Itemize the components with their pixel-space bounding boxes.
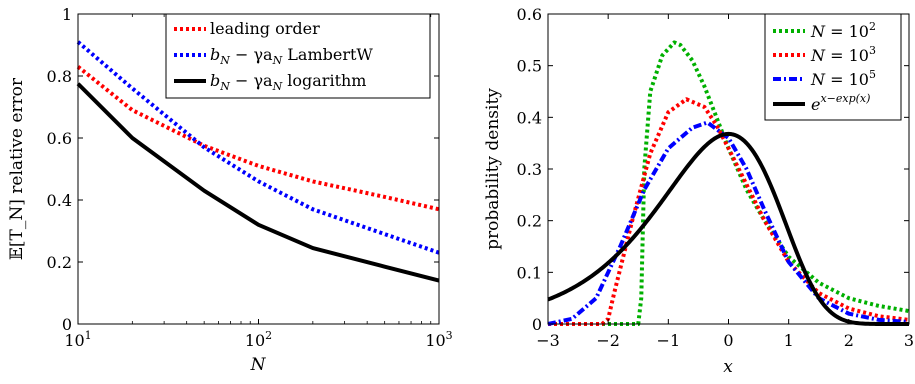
right-legend-label-n100000: N = 105 [810, 68, 876, 89]
right-x-tick-label: 2 [844, 331, 854, 350]
left-legend-label-leading-order: leading order [210, 19, 320, 38]
right-x-axis-label: x [723, 357, 733, 377]
right-x-tick-label: −3 [536, 331, 560, 350]
right-legend-label-n1000: N = 103 [810, 44, 876, 65]
right-x-tick-label: −2 [596, 331, 620, 350]
right-y-tick-label: 0 [532, 315, 542, 334]
right-legend-label-n100: N = 102 [810, 20, 876, 41]
left-y-tick-label: 0.6 [47, 129, 72, 148]
right-legend-label-gumbel: ex−exp(x) [811, 92, 870, 114]
left-legend: leading order bN − γaN LambertW bN − γaN… [165, 13, 431, 99]
left-legend-box [165, 13, 431, 99]
right-chart: −3 −2 −1 0 1 2 3 0 0.1 0.2 0.3 0.4 0.5 0.6 x probabil… [483, 5, 914, 377]
right-x-tick-label: 0 [723, 331, 733, 350]
right-series-line-1 [548, 40, 910, 326]
right-y-tick-label: 0.4 [517, 108, 542, 127]
right-x-tick-label: 3 [904, 331, 914, 350]
left-series-line-1 [76, 65, 440, 212]
left-x-tick-label: 101 [64, 329, 91, 350]
left-y-tick-label: 1 [62, 5, 72, 24]
right-y-tick-label: 0.5 [517, 57, 542, 76]
left-x-tick-label: 103 [425, 329, 452, 350]
right-x-tick-label: 1 [784, 331, 794, 350]
right-ticks: −3 −2 −1 0 1 2 3 0 0.1 0.2 0.3 0.4 0.5 0.6 [517, 5, 915, 350]
left-y-axis-label: 𝔼[T_N] relative error [7, 77, 27, 260]
left-legend-label-lambertw: bN − γaN LambertW [210, 45, 373, 67]
left-legend-label-logarithm: bN − γaN logarithm [210, 71, 366, 93]
left-y-tick-label: 0.2 [47, 253, 72, 272]
right-y-tick-label: 0.2 [517, 212, 542, 231]
right-y-tick-label: 0.1 [517, 263, 542, 282]
left-plot-area [76, 40, 440, 283]
right-y-axis-label: probability density [483, 88, 503, 250]
left-x-axis-label: N [250, 355, 267, 375]
right-series-line-2 [548, 97, 910, 326]
right-legend: N = 102 N = 103 N = 105 ex−exp(x) [764, 13, 902, 121]
left-series-line-3 [76, 82, 440, 283]
left-series-line-2 [76, 40, 440, 255]
left-x-tick-label: 102 [245, 329, 272, 350]
left-y-tick-label: 0 [62, 315, 72, 334]
right-series-line-4 [547, 131, 910, 326]
right-x-tick-label: −1 [657, 331, 681, 350]
right-y-tick-label: 0.6 [517, 5, 542, 24]
left-y-tick-label: 0.4 [47, 191, 72, 210]
left-y-tick-label: 0.8 [47, 67, 72, 86]
left-chart: 101 102 103 0 0.2 0.4 0.6 0.8 1 N 𝔼[T_N] relativ… [7, 5, 453, 375]
right-y-tick-label: 0.3 [517, 160, 542, 179]
right-series-line-3 [547, 120, 910, 326]
